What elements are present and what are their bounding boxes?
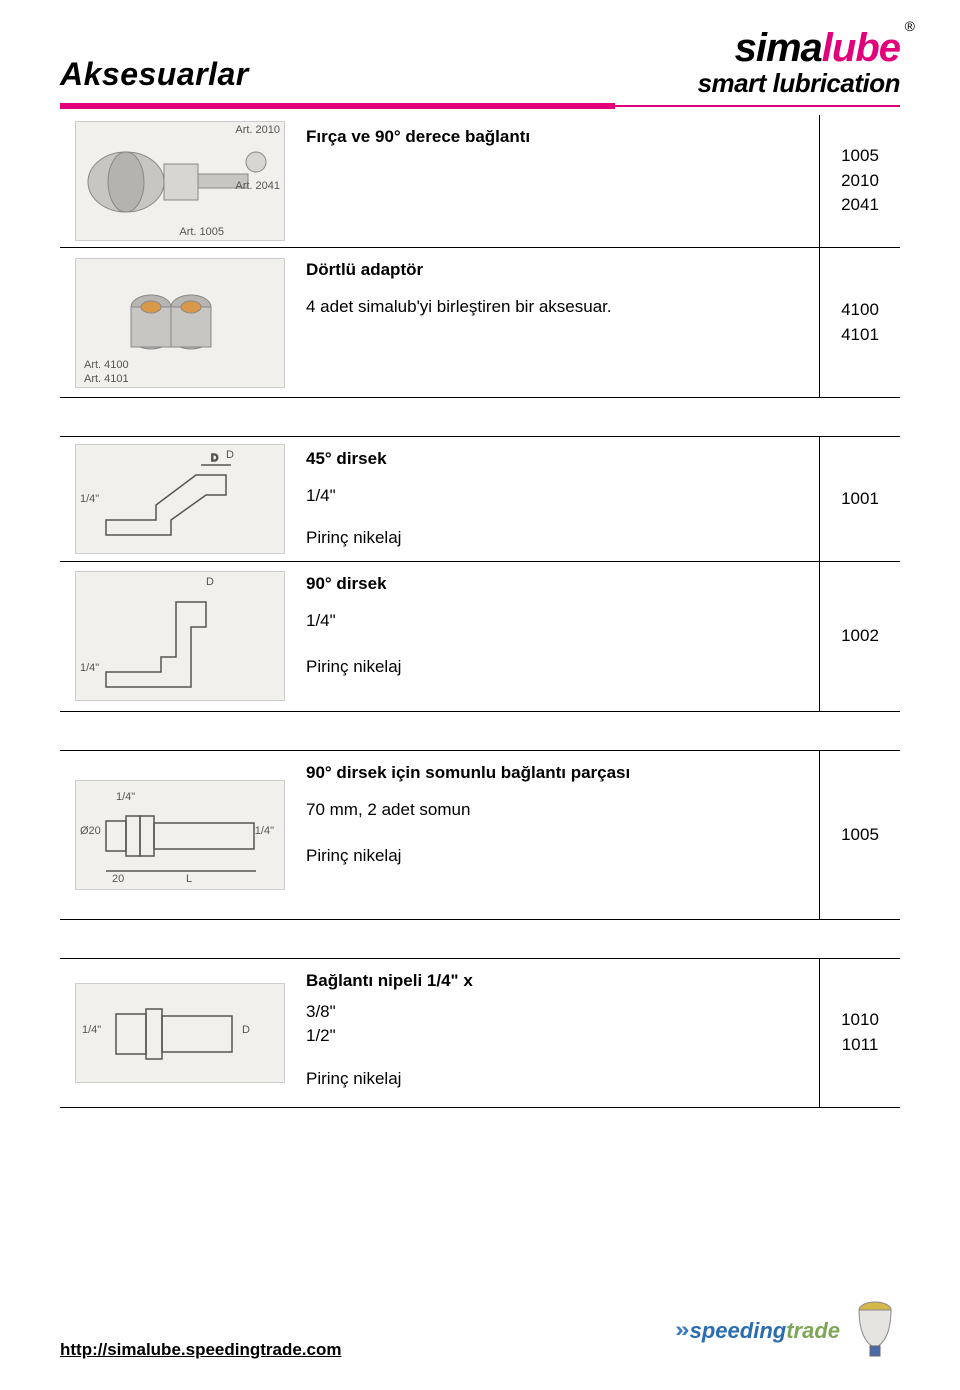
product-codes: 1010 1011: [820, 959, 900, 1107]
product-codes: 4100 4101: [820, 248, 900, 397]
product-row: Art. 4100 Art. 4101 Dörtlü adaptör 4 ade…: [60, 248, 900, 398]
code: 4100: [841, 298, 879, 323]
product-row: D 1/4" D 45° dirsek 1/4" Pirinç nikelaj …: [60, 436, 900, 562]
product-codes: 1001: [820, 437, 900, 561]
product-title: 90° dirsek: [306, 572, 805, 597]
footer: http://simalube.speedingtrade.com »speed…: [60, 1298, 900, 1360]
logo-text: speeding: [690, 1318, 787, 1343]
footer-url-link[interactable]: http://simalube.speedingtrade.com: [60, 1340, 342, 1360]
product-image: Art. 2010 Art. 2041 Art. 1005: [60, 115, 300, 247]
img-label: L: [186, 873, 192, 885]
product-description: 45° dirsek 1/4" Pirinç nikelaj: [300, 437, 820, 561]
img-label: 20: [112, 873, 124, 885]
img-label: D: [226, 449, 234, 461]
product-text: Pirinç nikelaj: [306, 526, 805, 551]
product-text: Pirinç nikelaj: [306, 1067, 805, 1092]
logo-text: trade: [786, 1318, 840, 1343]
speedingtrade-logo: »speedingtrade: [675, 1314, 840, 1345]
product-description: Bağlantı nipeli 1/4" x 3/8" 1/2" Pirinç …: [300, 959, 820, 1107]
product-description: Dörtlü adaptör 4 adet simalub'yi birleşt…: [300, 248, 820, 397]
product-codes: 1005: [820, 751, 900, 919]
header-divider: [60, 103, 900, 111]
product-text: 3/8": [306, 1000, 805, 1025]
page-title: Aksesuarlar: [60, 56, 249, 99]
img-label: Ø20: [80, 825, 101, 837]
product-row: 1/4" D Bağlantı nipeli 1/4" x 3/8" 1/2" …: [60, 958, 900, 1108]
img-label: Art. 4101: [84, 373, 129, 385]
img-label: Art. 1005: [179, 226, 224, 238]
lubricator-icon: [850, 1298, 900, 1360]
code: 2041: [841, 193, 879, 218]
img-label: 1/4": [80, 493, 99, 505]
code: 1005: [841, 823, 879, 848]
img-label: D: [242, 1024, 250, 1036]
product-text: 70 mm, 2 adet somun: [306, 798, 805, 823]
brand-logo: simalube® smart lubrication: [698, 30, 900, 99]
product-title: Dörtlü adaptör: [306, 258, 805, 283]
product-text: 1/4": [306, 609, 805, 634]
logo-part1: sima: [735, 26, 822, 70]
logo-tagline: smart lubrication: [698, 68, 900, 99]
code: 1001: [841, 487, 879, 512]
footer-logo: »speedingtrade: [675, 1298, 900, 1360]
product-title: 90° dirsek için somunlu bağlantı parçası: [306, 761, 805, 786]
img-label: 1/4": [80, 662, 99, 674]
product-text: 4 adet simalub'yi birleştiren bir aksesu…: [306, 295, 805, 320]
code: 1011: [842, 1033, 879, 1058]
product-title: Bağlantı nipeli 1/4" x: [306, 969, 805, 994]
logo-part2: lube: [822, 26, 900, 70]
product-image: 1/4" Ø20 20 L 1/4": [60, 751, 300, 919]
img-label: D: [206, 576, 214, 588]
product-image: 1/4" D: [60, 959, 300, 1107]
product-codes: 1005 2010 2041: [820, 115, 900, 247]
product-row: Art. 2010 Art. 2041 Art. 1005 Fırça ve 9…: [60, 115, 900, 248]
product-text: Pirinç nikelaj: [306, 844, 805, 869]
product-text: 1/4": [306, 484, 805, 509]
code: 4101: [841, 323, 879, 348]
product-text: Pirinç nikelaj: [306, 655, 805, 680]
svg-text:D: D: [211, 453, 218, 464]
code: 2010: [841, 169, 879, 194]
product-image: 1/4" D: [60, 562, 300, 711]
code: 1002: [841, 624, 879, 649]
img-label: Art. 2010: [235, 124, 280, 136]
product-codes: 1002: [820, 562, 900, 711]
product-image: Art. 4100 Art. 4101: [60, 248, 300, 397]
header: Aksesuarlar simalube® smart lubrication: [60, 30, 900, 99]
code: 1005: [841, 144, 879, 169]
code: 1010: [841, 1008, 879, 1033]
product-image: D 1/4" D: [60, 437, 300, 561]
img-label: 1/4": [82, 1024, 101, 1036]
product-row: 1/4" D 90° dirsek 1/4" Pirinç nikelaj 10…: [60, 562, 900, 712]
arrow-icon: »: [675, 1317, 689, 1342]
product-row: 1/4" Ø20 20 L 1/4" 90° dirsek için somun…: [60, 750, 900, 920]
product-text: 1/2": [306, 1024, 805, 1049]
img-label: 1/4": [255, 825, 274, 837]
logo-simalube: simalube®: [698, 30, 900, 66]
product-description: 90° dirsek için somunlu bağlantı parçası…: [300, 751, 820, 919]
logo-registered: ®: [905, 20, 914, 33]
product-description: Fırça ve 90° derece bağlantı: [300, 115, 820, 247]
img-label: Art. 2041: [235, 180, 280, 192]
img-label: 1/4": [116, 791, 135, 803]
img-label: Art. 4100: [84, 359, 129, 371]
product-description: 90° dirsek 1/4" Pirinç nikelaj: [300, 562, 820, 711]
product-title: 45° dirsek: [306, 447, 805, 472]
product-title: Fırça ve 90° derece bağlantı: [306, 125, 805, 150]
